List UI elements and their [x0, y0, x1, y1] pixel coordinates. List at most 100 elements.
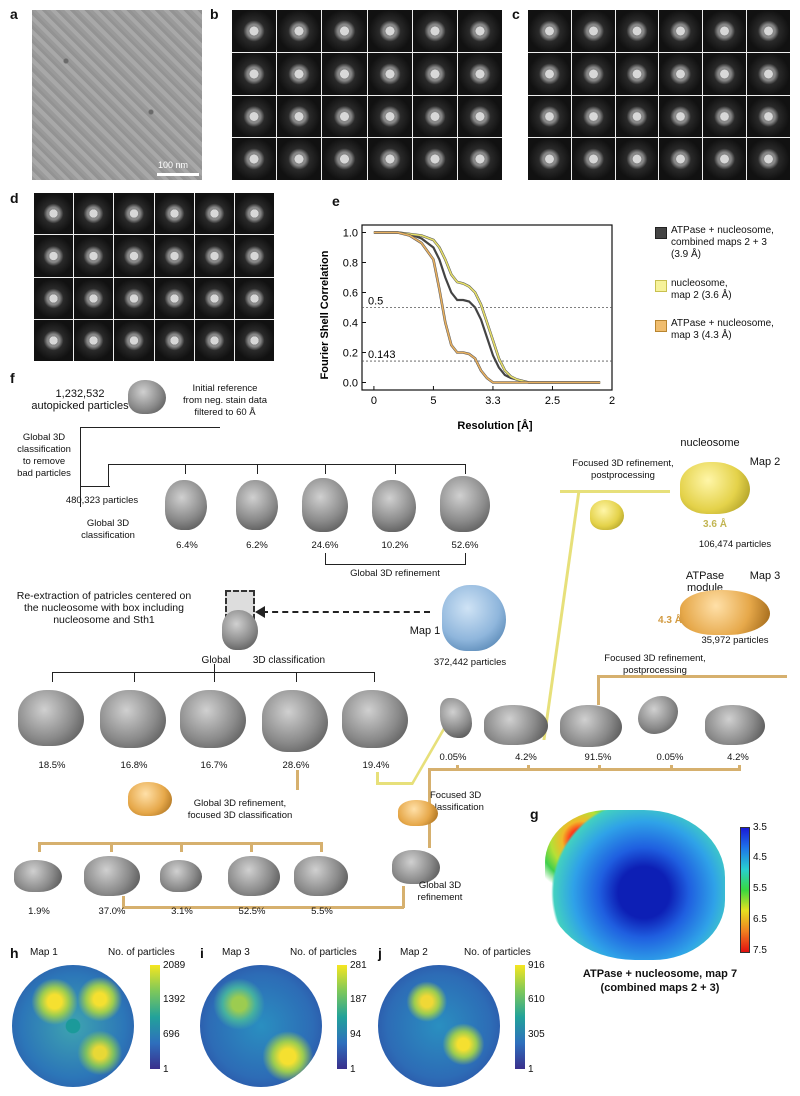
connector-line: [80, 427, 220, 428]
gold-connector: [598, 765, 601, 771]
particles-36k: 35,972 particles: [701, 635, 769, 646]
r1-pct-1: 6.4%: [176, 540, 198, 551]
cls3d-text: 3D classification: [252, 655, 326, 666]
j-title: No. of particles: [464, 947, 531, 958]
connector-line: [134, 672, 135, 682]
focused-refine-post-1: Focused 3D refinement, postprocessing: [572, 458, 674, 481]
gold-connector: [597, 675, 600, 705]
colorbar-tick-7-5: 7.5: [753, 945, 767, 956]
scale-bar-label: 100 nm: [158, 160, 189, 170]
panel-label-f: f: [10, 370, 15, 386]
connector-line: [325, 464, 326, 474]
connector-line: [52, 672, 374, 673]
fsc-chart: 0.5 0.143 0.0 0.2 0.4 0.6 0.8 1.0 0 5 3.3 2.5 2 Four…: [319, 224, 615, 432]
gold-connector: [738, 765, 741, 771]
h-tick-max: 2089: [163, 960, 186, 971]
class-map-r4-5: [294, 856, 348, 896]
focused-mask-map2: [590, 500, 624, 530]
r1-pct-4: 10.2%: [381, 540, 409, 551]
legend-swatch-map3: [655, 320, 667, 332]
y-tick-label-0: 0.0: [343, 378, 358, 390]
gold-connector: [402, 886, 405, 908]
h-map-label: Map 1: [30, 947, 58, 958]
initial-reference-map: [128, 380, 166, 414]
class-map-r1-3: [302, 478, 348, 532]
colorbar-tick-3-5: 3.5: [753, 822, 767, 833]
h-title: No. of particles: [108, 947, 175, 958]
r3-pct-5: 4.2%: [727, 752, 749, 763]
r3-pct-1: 0.05%: [439, 752, 467, 763]
map2-label: Map 2: [749, 456, 781, 468]
j-colorbar: [515, 965, 525, 1069]
j-tick-3: 305: [528, 1029, 545, 1040]
i-angular-plot: [200, 965, 322, 1087]
legend-swatch-combined: [655, 227, 667, 239]
r4-pct-5: 5.5%: [311, 906, 333, 917]
autopicked-text: 1,232,532 autopicked particles: [31, 388, 129, 412]
class-map-r3-5: [705, 705, 765, 745]
x-tick-label-4: 2: [609, 395, 615, 407]
i-colorbar: [337, 965, 347, 1069]
r4-pct-1: 1.9%: [28, 906, 50, 917]
class-map-r2-3: [180, 690, 246, 748]
r4-pct-2: 37.0%: [98, 906, 126, 917]
i-tick-3: 94: [350, 1029, 362, 1040]
h-tick-3: 696: [163, 1029, 180, 1040]
initial-reference-text: Initial reference from neg. stain data f…: [183, 383, 267, 418]
map1-density: [442, 585, 506, 651]
class-map-r1-2: [236, 480, 278, 530]
connector-line: [185, 464, 186, 474]
focused-mask-r4: [128, 782, 172, 816]
yellow-connector: [376, 782, 412, 785]
r1-pct-2: 6.2%: [246, 540, 268, 551]
panel-label-e: e: [332, 193, 340, 209]
panel-label-h: h: [10, 945, 19, 961]
map2-density: [680, 462, 750, 514]
map7-caption-2: (combined maps 2 + 3): [600, 982, 720, 994]
gold-connector: [428, 768, 740, 771]
y-tick-label-3: 0.6: [343, 288, 358, 300]
threshold-label-0-5: 0.5: [368, 296, 383, 308]
res-4-3: 4.3 Å: [658, 615, 682, 626]
h-tick-min: 1: [163, 1064, 169, 1075]
x-tick-label-2: 3.3: [485, 395, 500, 407]
connector-line: [465, 464, 466, 474]
global-refinement-text: Global 3D refinement: [350, 568, 440, 579]
particles-372k: 372,442 particles: [433, 657, 507, 668]
r2-pct-4: 28.6%: [282, 760, 310, 771]
focused-cls-text: Focused 3D classification: [430, 790, 484, 813]
colorbar-tick-4-5: 4.5: [753, 852, 767, 863]
map3-label: Map 3: [749, 570, 781, 582]
i-map-label: Map 3: [222, 947, 250, 958]
arrow-head: [255, 606, 265, 618]
connector-line: [80, 427, 81, 507]
r1-pct-3: 24.6%: [311, 540, 339, 551]
h-angular-plot: [12, 965, 134, 1087]
r2-pct-1: 18.5%: [38, 760, 66, 771]
class-map-r4-2: [84, 856, 140, 896]
connector-line: [80, 486, 110, 487]
class-map-r1-5: [440, 476, 490, 532]
focused-refine-post-2: Focused 3D refinement, postprocessing: [604, 653, 706, 676]
panel-label-d: d: [10, 190, 19, 206]
y-tick-label-1: 0.2: [343, 348, 358, 360]
connector-line: [465, 553, 466, 565]
class-averages-d: [34, 193, 274, 361]
r3-pct-4: 0.05%: [656, 752, 684, 763]
h-colorbar: [150, 965, 160, 1069]
r2-pct-5: 19.4%: [362, 760, 390, 771]
class-averages-c: [528, 10, 790, 180]
class-map-r1-4: [372, 480, 416, 532]
connector-line: [325, 553, 326, 565]
r2-pct-3: 16.7%: [200, 760, 228, 771]
focused-mask-small: [398, 800, 438, 826]
y-tick-label-4: 0.8: [343, 258, 358, 270]
legend-swatch-map2: [655, 280, 667, 292]
r3-pct-2: 4.2%: [515, 752, 537, 763]
gold-connector: [296, 770, 299, 790]
reextract-map: [222, 610, 258, 650]
x-tick-label-0: 0: [371, 395, 377, 407]
fsc-ylabel: Fourier Shell Correlation: [319, 250, 331, 379]
x-tick-label-3: 2.5: [545, 395, 560, 407]
panel-label-g: g: [530, 806, 539, 822]
